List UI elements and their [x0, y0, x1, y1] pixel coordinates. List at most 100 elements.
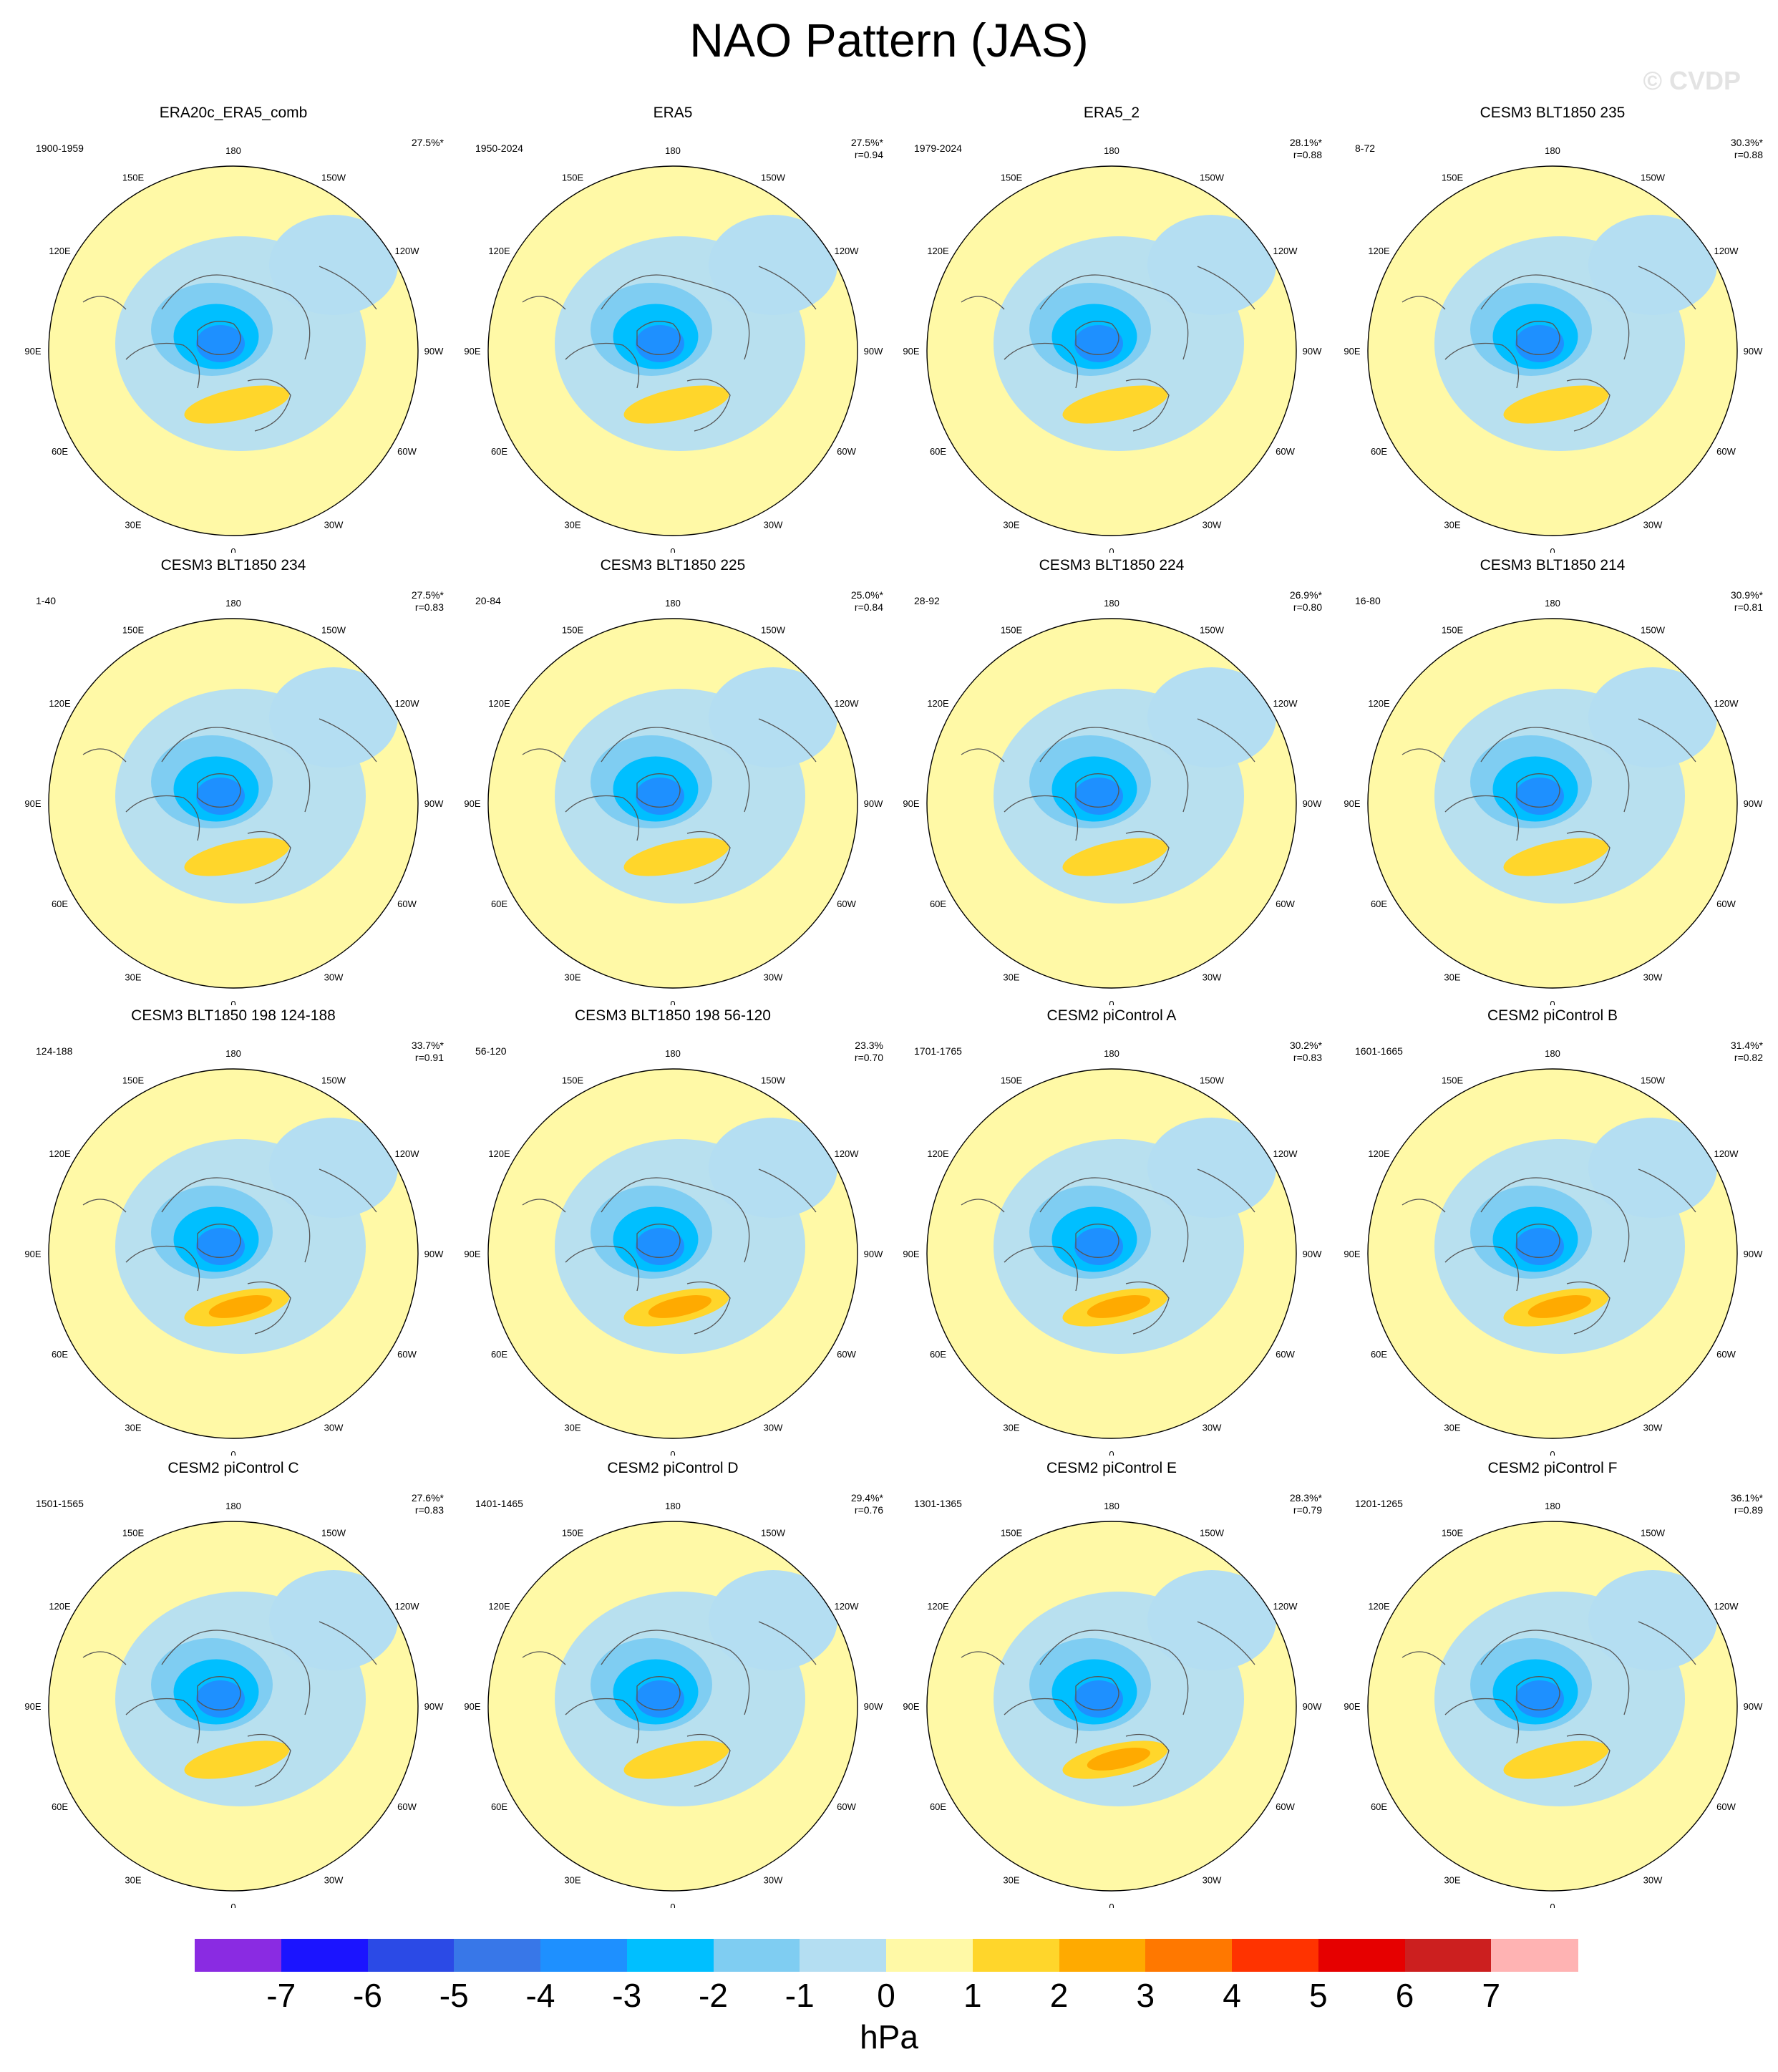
longitude-label: 180	[1104, 145, 1119, 156]
coastline	[161, 274, 311, 360]
panel-stats: 23.3% r=0.70	[855, 1040, 883, 1064]
panel-title: ERA5_2	[1083, 105, 1140, 121]
panel-title: CESM3 BLT1850 198 56-120	[575, 1007, 771, 1024]
coastline	[1516, 321, 1560, 355]
panel-years: 1701-1765	[914, 1045, 962, 1057]
panel-stats: 28.3%* r=0.79	[1290, 1492, 1322, 1516]
longitude-label: 180	[665, 145, 681, 156]
longitude-label: 180	[1545, 145, 1560, 156]
longitude-label: 180	[1104, 1048, 1119, 1059]
coastline	[1075, 321, 1119, 355]
longitude-label: 90W	[864, 1249, 883, 1259]
longitude-label: 60E	[930, 1801, 946, 1812]
colorbar-swatch	[1491, 1939, 1578, 1972]
panel-years: 1501-1565	[36, 1498, 84, 1509]
map-panel: CESM3 BLT1850 198 124-188 124-188 33.7%* r=…	[19, 1007, 448, 1456]
colorbar-tick-label: -1	[784, 1977, 815, 2014]
longitude-label: 60E	[930, 446, 946, 457]
longitude-label: 150W	[1641, 173, 1666, 183]
coastline	[197, 1676, 241, 1710]
longitude-label: 60W	[1716, 1349, 1736, 1360]
low-pressure-contour	[636, 1680, 684, 1718]
high-pressure-contour	[208, 1295, 272, 1318]
longitude-label: 120E	[1368, 698, 1390, 709]
coastline	[601, 1177, 750, 1263]
colorbar-swatch	[540, 1939, 628, 1972]
map-boundary	[487, 165, 858, 536]
longitude-label: 60E	[1371, 1349, 1387, 1360]
colorbar-tick-label: -2	[699, 1977, 728, 2014]
longitude-label: 120W	[395, 246, 420, 256]
map-panel: CESM3 BLT1850 198 56-120 56-120 23.3% r=0.7…	[458, 1007, 888, 1456]
polar-map: 180 150E 120E 90E 60E 30E 0 30W 60W 90W 120W 150W	[464, 145, 883, 553]
longitude-label: 120W	[835, 698, 860, 709]
coastline	[1004, 1698, 1079, 1744]
longitude-label: 120E	[1368, 246, 1390, 256]
polar-map: 180 150E 120E 90E 60E 30E 0 30W 60W 90W 120W 150W	[464, 598, 883, 1005]
longitude-label: 150E	[562, 1075, 584, 1086]
longitude-label: 60W	[1716, 446, 1736, 457]
longitude-label: 0	[1550, 546, 1555, 553]
coastline	[1125, 831, 1170, 884]
colorbar-swatch	[800, 1939, 887, 1972]
negative-anomaly-region	[1588, 1570, 1717, 1670]
negative-anomaly-region	[269, 215, 398, 315]
panel-variance-pct: 27.5%*	[411, 137, 444, 148]
map-boundary	[48, 165, 419, 536]
low-pressure-contour	[636, 1228, 684, 1265]
longitude-label: 120E	[49, 246, 71, 256]
coastline	[1480, 1630, 1630, 1715]
map-boundary	[1367, 165, 1738, 536]
longitude-label: 120E	[488, 698, 510, 709]
panel-variance-pct: 28.3%*	[1289, 1492, 1322, 1504]
coastline	[1516, 1676, 1560, 1710]
coastline	[1075, 773, 1119, 808]
panel-stats: 27.5%* r=0.94	[851, 137, 883, 161]
longitude-label: 120E	[927, 1148, 949, 1159]
colorbar-swatch	[195, 1939, 282, 1972]
coastline	[247, 1281, 291, 1335]
coastline	[1004, 795, 1079, 841]
longitude-label: 180	[665, 598, 681, 609]
negative-anomaly-region	[709, 215, 837, 315]
longitude-label: 60W	[837, 446, 856, 457]
panel-years: 1-40	[36, 595, 57, 606]
longitude-label: 30E	[564, 1874, 580, 1885]
panel-variance-pct: 28.1%*	[1289, 137, 1322, 148]
panel-stats: 28.1%* r=0.88	[1290, 137, 1322, 161]
longitude-label: 120E	[49, 698, 71, 709]
panel-variance-pct: 27.5%*	[411, 589, 444, 601]
coastline	[161, 727, 311, 813]
coastline	[961, 266, 1255, 310]
longitude-label: 150E	[122, 1528, 145, 1539]
longitude-label: 150W	[1200, 1528, 1225, 1539]
longitude-label: 180	[225, 598, 241, 609]
panel-pattern-correlation: r=0.88	[1734, 149, 1763, 160]
longitude-label: 30W	[324, 1422, 344, 1433]
high-pressure-contour	[1062, 385, 1168, 424]
colorbar-swatch	[1145, 1939, 1233, 1972]
coastline	[1444, 1698, 1520, 1744]
panel-variance-pct: 36.1%*	[1730, 1492, 1763, 1504]
longitude-label: 180	[225, 1501, 241, 1511]
low-pressure-contour	[1074, 778, 1123, 815]
coastline	[1125, 1281, 1170, 1335]
longitude-label: 150E	[1442, 625, 1464, 636]
map-panel: CESM3 BLT1850 235 8-72 30.3%* r=0.88 180 150E…	[1338, 105, 1767, 553]
coastline	[1401, 1621, 1696, 1665]
panel-title: ERA20c_ERA5_comb	[159, 105, 308, 121]
longitude-label: 150W	[761, 1075, 786, 1086]
panel-pattern-correlation: r=0.94	[854, 149, 883, 160]
longitude-label: 90E	[464, 1249, 480, 1259]
map-panel: CESM3 BLT1850 214 16-80 30.9%* r=0.81 180 150…	[1338, 557, 1767, 1005]
longitude-label: 120W	[395, 1148, 420, 1159]
longitude-label: 150E	[1001, 625, 1023, 636]
longitude-label: 60E	[1371, 446, 1387, 457]
longitude-label: 120W	[1273, 1148, 1298, 1159]
longitude-label: 150W	[761, 173, 786, 183]
longitude-label: 30E	[1003, 1874, 1019, 1885]
panel-title: CESM3 BLT1850 214	[1480, 557, 1626, 573]
map-panel: CESM2 piControl A 1701-1765 30.2%* r=0.83 18…	[897, 1007, 1326, 1456]
longitude-label: 90E	[24, 1701, 41, 1712]
coastline	[125, 1698, 200, 1744]
